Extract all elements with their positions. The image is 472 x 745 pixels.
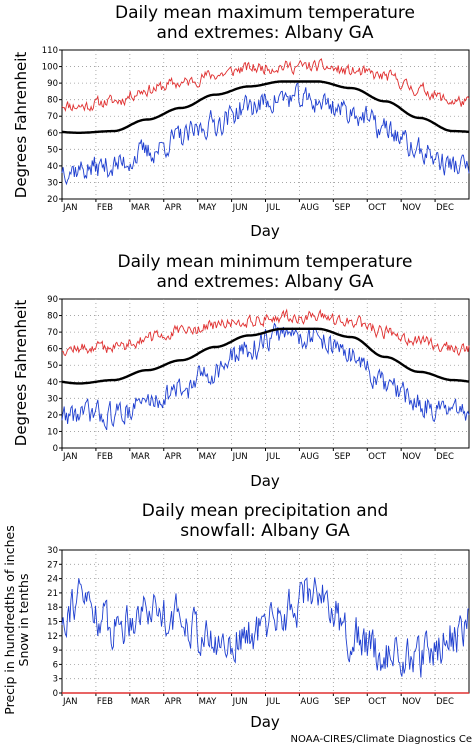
x-tick-label: JUL — [266, 203, 281, 213]
y-tick-label: 70 — [47, 328, 58, 338]
x-tick-label: JUN — [232, 203, 248, 213]
x-tick-label: AUG — [300, 452, 319, 462]
y-tick-label: 110 — [42, 46, 58, 56]
chart3-plot: 0 3 6 9 12 15 18 21 24 27 30 JAN FEB MAR APR MAY JUN JUL A… — [47, 546, 470, 707]
min-extreme-line — [61, 322, 470, 431]
max-extreme-line — [61, 58, 470, 113]
chart2-plot: 0 10 20 30 40 50 60 70 80 90 JAN FEB MAR APR MAY JUN JUL… — [47, 295, 470, 462]
x-tick-label: OCT — [368, 697, 387, 707]
y-tick-label: 70 — [47, 112, 58, 122]
x-tick-label: MAR — [131, 203, 150, 213]
y-tick-label: 40 — [47, 378, 58, 388]
y-tick-label: 9 — [53, 646, 58, 656]
x-tick-label: JUN — [232, 697, 248, 707]
x-tick-label: FEB — [97, 452, 113, 462]
y-tick-label: 6 — [53, 660, 58, 670]
credit-text: NOAA-CIRES/Climate Diagnostics Ce — [291, 734, 472, 745]
x-tick-label: SEP — [334, 203, 350, 213]
x-tick-label: MAY — [199, 203, 217, 213]
x-tick-label: APR — [165, 452, 182, 462]
chart3-y-axis-label-line1: Precip in hundredths of inches — [2, 525, 17, 714]
x-tick-label: AUG — [300, 203, 319, 213]
y-tick-label: 60 — [47, 129, 58, 139]
x-tick-label: JUN — [232, 452, 248, 462]
x-tick-label: FEB — [97, 697, 113, 707]
x-tick-label: AUG — [300, 697, 319, 707]
precip-line — [61, 577, 470, 678]
plot-frame — [61, 298, 470, 449]
x-tick-label: JAN — [62, 697, 78, 707]
chart1-title-line2: and extremes: Albany GA — [157, 23, 374, 43]
y-tick-label: 20 — [47, 195, 58, 205]
y-tick-label: 80 — [47, 96, 58, 106]
chart1-plot: 20 30 40 50 60 70 80 90 100 110 JAN FEB MAR APR MAY JUN… — [42, 46, 470, 213]
chart1-title-line1: Daily mean maximum temperature — [115, 3, 415, 23]
x-tick-label: DEC — [436, 203, 454, 213]
chart3-y-axis-label-line2: Snow in tenths — [16, 574, 31, 667]
y-tick-label: 24 — [47, 575, 58, 585]
min-extreme-line — [61, 82, 470, 186]
y-tick-label: 0 — [53, 444, 58, 454]
x-tick-label: MAY — [199, 697, 217, 707]
y-tick-label: 90 — [47, 79, 58, 89]
x-tick-label: JAN — [62, 203, 78, 213]
x-tick-label: OCT — [368, 203, 387, 213]
chart2-title-line1: Daily mean minimum temperature — [118, 252, 413, 272]
x-tick-label: JUL — [266, 697, 281, 707]
x-tick-label: MAR — [131, 452, 150, 462]
y-tick-label: 0 — [53, 689, 58, 699]
y-tick-label: 50 — [47, 145, 58, 155]
x-tick-label: FEB — [97, 203, 113, 213]
chart3-x-axis-label: Day — [250, 713, 280, 731]
y-tick-label: 10 — [47, 427, 58, 437]
x-tick-label: SEP — [334, 452, 350, 462]
plot-frame — [61, 49, 470, 200]
mean-line — [61, 80, 470, 134]
y-tick-label: 40 — [47, 162, 58, 172]
y-tick-label: 27 — [47, 560, 58, 570]
chart1-x-axis-label: Day — [250, 222, 280, 240]
x-tick-label: MAY — [199, 452, 217, 462]
chart3-title-line1: Daily mean precipitation and — [142, 501, 389, 521]
chart3-title-line2: snowfall: Albany GA — [180, 521, 350, 541]
x-tick-label: APR — [165, 203, 182, 213]
y-tick-label: 80 — [47, 312, 58, 322]
x-tick-label: DEC — [436, 697, 454, 707]
x-tick-label: MAR — [131, 697, 150, 707]
y-tick-label: 30 — [47, 178, 58, 188]
chart2-y-axis-label: Degrees Fahrenheit — [12, 300, 30, 447]
chart2-title-line2: and extremes: Albany GA — [157, 272, 374, 292]
max-extreme-line — [61, 308, 470, 357]
x-tick-label: JAN — [62, 452, 78, 462]
x-tick-label: JUL — [266, 452, 281, 462]
x-tick-label: OCT — [368, 452, 387, 462]
x-tick-label: SEP — [334, 697, 350, 707]
y-tick-label: 20 — [47, 411, 58, 421]
x-tick-label: NOV — [402, 452, 421, 462]
y-tick-label: 100 — [42, 63, 58, 73]
y-tick-label: 90 — [47, 295, 58, 305]
y-tick-label: 60 — [47, 345, 58, 355]
y-tick-label: 3 — [53, 675, 58, 685]
mean-line — [61, 327, 470, 385]
chart1-y-axis-label: Degrees Fahrenheit — [12, 52, 30, 199]
x-tick-label: NOV — [402, 203, 421, 213]
chart2-x-axis-label: Day — [250, 472, 280, 490]
y-tick-label: 30 — [47, 394, 58, 404]
x-tick-label: DEC — [436, 452, 454, 462]
y-tick-label: 12 — [47, 632, 58, 642]
x-tick-label: NOV — [402, 697, 421, 707]
y-tick-label: 18 — [47, 603, 58, 613]
x-tick-label: APR — [165, 697, 182, 707]
y-tick-label: 30 — [47, 546, 58, 556]
y-tick-label: 15 — [47, 618, 58, 628]
y-tick-label: 50 — [47, 361, 58, 371]
y-tick-label: 21 — [47, 589, 58, 599]
